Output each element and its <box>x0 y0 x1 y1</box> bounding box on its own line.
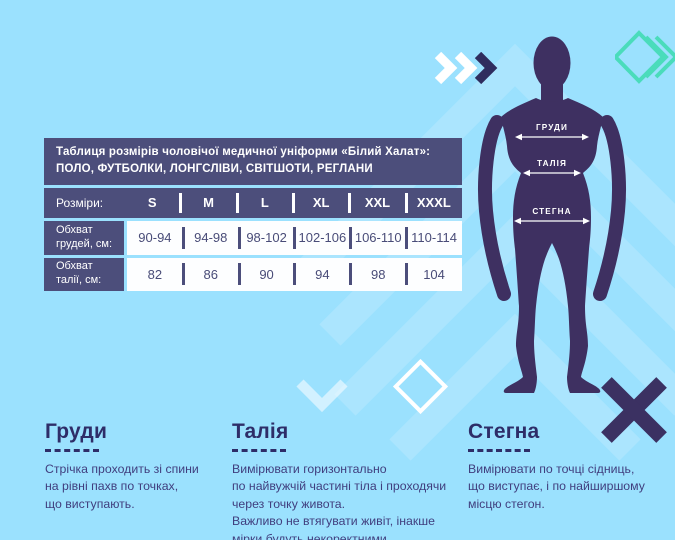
waist-measure-label: ТАЛІЯ <box>537 159 567 168</box>
section-hips: Стегна Вимірювати по точці сідниць, що в… <box>468 420 673 513</box>
value-cell: 94 <box>294 258 350 291</box>
table-row-sizes: Розміри: S M L XL XXL XXXL <box>44 187 462 218</box>
chest-row-values: 90-94 94-98 98-102 102-106 106-110 110-1… <box>127 220 462 255</box>
chest-row-label: Обхват грудей, см: <box>44 220 124 255</box>
value-cell: 90-94 <box>138 230 172 245</box>
value-cell: 98-102 <box>239 221 295 255</box>
size-cell: XL <box>293 188 349 218</box>
value-cell: 94-98 <box>183 221 239 255</box>
table-row-waist: Обхват талії, см: 82 86 90 94 98 104 <box>44 257 462 291</box>
value-cell: 110-114 <box>406 221 462 255</box>
waist-row-label: Обхват талії, см: <box>44 257 124 291</box>
section-waist-title: Талія <box>232 420 289 443</box>
size-cell: XXXL <box>406 188 462 218</box>
size-table: Таблиця розмірів чоловічої медичної уніф… <box>44 138 462 291</box>
value-cell: 102-106 <box>294 221 350 255</box>
table-title: Таблиця розмірів чоловічої медичної уніф… <box>44 138 462 185</box>
measurement-arrows <box>518 136 586 222</box>
value-cell: 106-110 <box>350 221 406 255</box>
size-cell: S <box>147 195 157 210</box>
value-cell: 82 <box>147 266 163 282</box>
section-waist: Талія Вимірювати горизонтально по найвуж… <box>232 420 482 540</box>
value-cell: 86 <box>183 258 239 291</box>
value-cell: 90 <box>239 258 295 291</box>
brand-diamond-logo-icon <box>615 30 675 84</box>
value-cell: 98 <box>350 258 406 291</box>
size-cell: M <box>180 188 236 218</box>
value-cell: 104 <box>406 258 462 291</box>
size-cell: XXL <box>349 188 405 218</box>
section-hips-title: Стегна <box>468 420 540 443</box>
triple-chevron-icon <box>434 52 498 85</box>
hips-measure-label: СТЕГНА <box>532 207 571 216</box>
section-chest-body: Стрічка проходить зі спини на рівні пахв… <box>45 462 199 511</box>
section-waist-body: Вимірювати горизонтально по найвужчій ча… <box>232 462 447 540</box>
waist-row-values: 82 86 90 94 98 104 <box>127 257 462 291</box>
dashed-divider <box>468 449 530 452</box>
table-title-line2: ПОЛО, ФУТБОЛКИ, ЛОНГСЛІВИ, СВІТШОТИ, РЕГ… <box>56 163 373 176</box>
male-body-silhouette: ГРУДИ ТАЛІЯ СТЕГНА <box>478 36 626 393</box>
chest-measure-label: ГРУДИ <box>536 123 568 132</box>
dashed-divider <box>45 449 99 452</box>
section-chest-title: Груди <box>45 420 108 443</box>
size-cell: L <box>237 188 293 218</box>
table-title-line1: Таблиця розмірів чоловічої медичної уніф… <box>56 146 431 158</box>
table-row-chest: Обхват грудей, см: 90-94 94-98 98-102 10… <box>44 220 462 255</box>
section-chest: Груди Стрічка проходить зі спини на рівн… <box>45 420 240 513</box>
x-mark-icon <box>601 377 667 443</box>
sizes-row-label: Розміри: <box>56 195 104 210</box>
section-hips-body: Вимірювати по точці сідниць, що виступає… <box>468 462 645 511</box>
dashed-divider <box>232 449 286 452</box>
